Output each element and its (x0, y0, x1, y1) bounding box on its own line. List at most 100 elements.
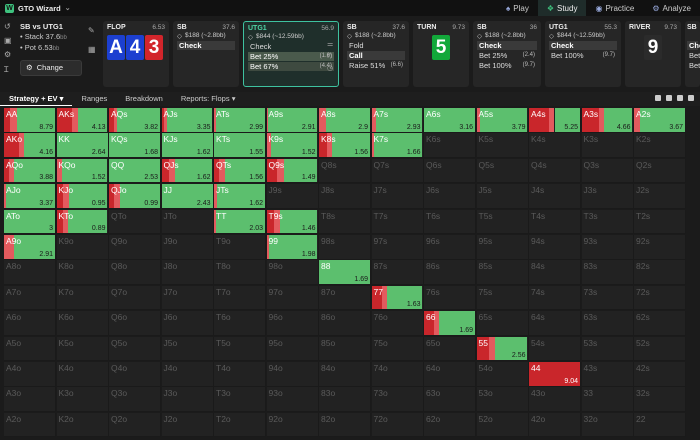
hand-cell[interactable]: J8o (161, 260, 214, 285)
hand-cell[interactable]: K8s 1.56 (319, 133, 371, 158)
hand-cell[interactable]: T5s (476, 209, 529, 235)
hand-cell[interactable]: Q4o (109, 362, 161, 387)
hand-cell[interactable]: T5o (214, 336, 266, 362)
hand-cell[interactable]: 63o (424, 387, 476, 412)
hand-cell[interactable]: Q6s (424, 158, 476, 184)
hand-cell[interactable]: 93s (581, 235, 634, 260)
hand-cell[interactable]: A4o (4, 362, 56, 387)
hand-cell[interactable]: KTs 1.55 (214, 133, 266, 158)
hand-cell[interactable]: 65s (476, 311, 529, 336)
hand-cell[interactable]: 87s (371, 260, 424, 285)
hand-cell[interactable]: J2s (634, 184, 686, 209)
hand-cell[interactable]: 44 9.04 (529, 362, 581, 387)
hand-cell[interactable]: 83o (319, 387, 371, 412)
hand-cell[interactable]: T3o (214, 387, 266, 412)
hand-cell[interactable]: KJo 0.95 (56, 184, 109, 209)
chevron-down-icon[interactable]: ⌄ (64, 5, 71, 12)
hand-cell[interactable]: 73o (371, 387, 424, 412)
app-logo[interactable]: W GTO Wizard ⌄ (0, 3, 71, 13)
hand-cell[interactable]: 55 2.56 (476, 336, 529, 362)
action-bet[interactable]: Bet (687, 61, 700, 70)
tab-breakdown[interactable]: Breakdown (116, 92, 172, 106)
hand-cell[interactable]: A9o 2.91 (4, 235, 56, 260)
hand-cell[interactable]: K2s (634, 133, 686, 158)
hand-cell[interactable]: A4s 5.25 (529, 108, 581, 133)
hand-cell[interactable]: 52o (476, 412, 529, 438)
hand-cell[interactable]: K4o (56, 362, 109, 387)
clock-icon[interactable]: ◷ (327, 65, 334, 72)
view-list-icon[interactable] (666, 95, 672, 101)
hand-cell[interactable]: 93o (266, 387, 319, 412)
action-bet-67[interactable]: Bet 67% (4.4) (248, 62, 334, 71)
hand-cell[interactable]: KK 2.64 (56, 133, 109, 158)
hand-cell[interactable]: J4s (529, 184, 581, 209)
hand-cell[interactable]: KQs 1.68 (109, 133, 161, 158)
action-check[interactable]: Check (549, 41, 617, 50)
turn-panel[interactable]: TURN 9.73 5 (413, 21, 469, 87)
action-check[interactable]: Check (248, 42, 334, 51)
hand-cell[interactable]: 95s (476, 235, 529, 260)
hand-cell[interactable]: A9s 2.91 (266, 108, 319, 133)
hand-cell[interactable]: 97s (371, 235, 424, 260)
hand-cell[interactable]: Q9o (109, 235, 161, 260)
nav-play[interactable]: ♠ Play (497, 0, 538, 16)
hand-cell[interactable]: Q5s (476, 158, 529, 184)
hand-cell[interactable]: J9s (266, 184, 319, 209)
hand-cell[interactable]: K5s (476, 133, 529, 158)
hand-cell[interactable]: Q4s (529, 158, 581, 184)
hand-cell[interactable]: A7o (4, 285, 56, 311)
hand-cell[interactable]: 94s (529, 235, 581, 260)
sb-action-panel-3[interactable]: SB 36 ◇ $188 (~2.8bb) Check Bet 25% (2.4) B… (473, 21, 541, 87)
hand-cell[interactable]: 54s (529, 336, 581, 362)
action-check[interactable]: Check (177, 41, 235, 50)
hand-cell[interactable]: K2o (56, 412, 109, 438)
hand-cell[interactable]: 75s (476, 285, 529, 311)
hand-cell[interactable]: Q9s 1.49 (266, 158, 319, 184)
hand-cell[interactable]: AQs 3.82 (109, 108, 161, 133)
action-fold[interactable]: Fold (347, 41, 405, 50)
hand-cell[interactable]: Q2o (109, 412, 161, 438)
hand-cell[interactable]: T7o (214, 285, 266, 311)
hand-cell[interactable]: 63s (581, 311, 634, 336)
hand-cell[interactable]: AA 8.79 (4, 108, 56, 133)
hand-cell[interactable]: A3s 4.66 (581, 108, 634, 133)
nav-analyze[interactable]: ⚙ Analyze (643, 0, 700, 16)
utg1-action-panel-2[interactable]: UTG1 55.3 ◇ $844 (~12.59bb) Check Bet 100%… (545, 21, 621, 87)
view-compact-icon[interactable] (677, 95, 683, 101)
hand-cell[interactable]: Q6o (109, 311, 161, 336)
hand-cell[interactable]: J2o (161, 412, 214, 438)
settings-icon[interactable]: ⚙ (4, 50, 12, 59)
nav-study[interactable]: ❖ Study (537, 0, 587, 16)
hand-cell[interactable]: J8s (319, 184, 371, 209)
text-cursor-icon[interactable]: Ɪ (4, 65, 9, 74)
hand-cell[interactable]: T6s (424, 209, 476, 235)
hand-cell[interactable]: 52s (634, 336, 686, 362)
hand-cell[interactable]: QJo 0.99 (109, 184, 161, 209)
hand-cell[interactable]: J3o (161, 387, 214, 412)
hand-cell[interactable]: A7s 2.93 (371, 108, 424, 133)
hand-cell[interactable]: K7o (56, 285, 109, 311)
hand-cell[interactable]: 66 1.69 (424, 311, 476, 336)
hand-cell[interactable]: J4o (161, 362, 214, 387)
hand-cell[interactable]: 64o (424, 362, 476, 387)
hand-cell[interactable]: T4o (214, 362, 266, 387)
hand-cell[interactable]: A6s 3.16 (424, 108, 476, 133)
action-bet[interactable]: Bet (687, 51, 700, 60)
action-bet-100[interactable]: Bet 100% (9.7) (549, 51, 617, 60)
hand-cell[interactable]: 32o (581, 412, 634, 438)
hand-cell[interactable]: 83s (581, 260, 634, 285)
hand-cell[interactable]: T8o (214, 260, 266, 285)
hand-cell[interactable]: 92o (266, 412, 319, 438)
hand-cell[interactable]: J7s (371, 184, 424, 209)
hand-cell[interactable]: 74s (529, 285, 581, 311)
hand-cell[interactable]: 88 1.69 (319, 260, 371, 285)
hand-cell[interactable]: T3s (581, 209, 634, 235)
hand-cell[interactable]: K6o (56, 311, 109, 336)
action-raise[interactable]: Raise 51% (6.6) (347, 61, 405, 70)
hand-cell[interactable]: KQo 1.52 (56, 158, 109, 184)
hand-cell[interactable]: 97o (266, 285, 319, 311)
hand-cell[interactable]: KTo 0.89 (56, 209, 109, 235)
action-check[interactable]: Che (687, 41, 700, 50)
hand-cell[interactable]: A8s 2.9 (319, 108, 371, 133)
hand-cell[interactable]: 84o (319, 362, 371, 387)
